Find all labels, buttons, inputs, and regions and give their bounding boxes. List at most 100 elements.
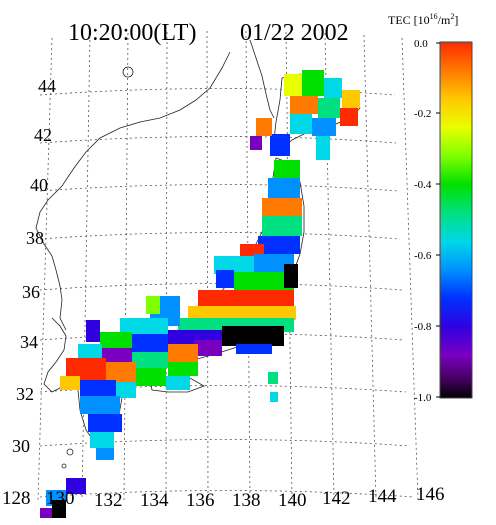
tec-cell bbox=[96, 448, 114, 460]
tec-cell bbox=[66, 358, 106, 380]
tec-cell bbox=[132, 352, 168, 368]
tec-cell bbox=[80, 380, 116, 396]
parallel-40 bbox=[39, 184, 399, 192]
colorbar: TEC [1016/m2] 0.0 -0.2 -0.4 -0.6 -0.8 -1… bbox=[388, 12, 473, 404]
colorbar-tick-3: -0.6 bbox=[414, 250, 432, 262]
tec-cell bbox=[258, 236, 300, 254]
meridian-144 bbox=[363, 34, 377, 501]
tec-cell bbox=[284, 74, 302, 96]
lon-label-130: 130 bbox=[46, 488, 75, 509]
tec-cell bbox=[60, 376, 80, 390]
tec-cell bbox=[116, 382, 136, 398]
lat-label-36: 36 bbox=[22, 282, 40, 302]
tec-cell bbox=[52, 500, 66, 518]
meridian-132 bbox=[123, 32, 129, 501]
meridian-136 bbox=[206, 30, 209, 501]
parallel-44 bbox=[39, 88, 396, 96]
title-time: 10:20:00(LT) bbox=[68, 20, 196, 46]
tec-cell bbox=[256, 118, 272, 136]
tec-cell bbox=[66, 478, 86, 494]
lon-label-134: 134 bbox=[140, 490, 169, 511]
colorbar-tick-1: -0.2 bbox=[414, 108, 431, 120]
meridian-138 bbox=[245, 30, 251, 501]
tec-cell bbox=[90, 432, 114, 448]
tec-cell bbox=[262, 216, 302, 236]
tec-cell bbox=[316, 136, 330, 160]
colorbar-tick-4: -0.8 bbox=[414, 321, 432, 333]
tec-cell bbox=[290, 114, 312, 134]
tec-cell bbox=[234, 272, 294, 292]
lon-label-142: 142 bbox=[322, 488, 351, 509]
tec-cell bbox=[166, 376, 190, 390]
tec-cell bbox=[324, 78, 342, 98]
lat-label-42: 42 bbox=[34, 125, 52, 145]
lon-label-144: 144 bbox=[368, 486, 397, 507]
tec-cell bbox=[198, 290, 294, 308]
tec-cell bbox=[302, 70, 324, 96]
tec-cell bbox=[88, 414, 122, 432]
tec-cell bbox=[268, 372, 278, 384]
tec-cell bbox=[340, 108, 358, 126]
lat-label-40: 40 bbox=[30, 175, 48, 195]
tec-cell bbox=[312, 118, 336, 136]
lat-label-44: 44 bbox=[38, 76, 56, 96]
tec-cell bbox=[236, 344, 272, 354]
tec-cell bbox=[132, 334, 168, 352]
tec-cell bbox=[268, 178, 300, 198]
lat-label-38: 38 bbox=[26, 228, 44, 248]
colorbar-ticks bbox=[436, 42, 440, 398]
tec-cell bbox=[100, 332, 132, 348]
colorbar-title: TEC [1016/m2] bbox=[388, 12, 458, 27]
parallel-30 bbox=[39, 439, 411, 447]
meridian-134 bbox=[165, 31, 168, 501]
lon-label-140: 140 bbox=[278, 490, 307, 511]
colorbar-tick-5: -1.0 bbox=[414, 392, 432, 404]
meridian-128 bbox=[37, 37, 53, 501]
lat-label-30: 30 bbox=[12, 436, 30, 456]
tec-cell bbox=[250, 136, 262, 150]
tec-cell bbox=[80, 396, 120, 414]
lon-label-138: 138 bbox=[232, 490, 261, 511]
tec-cell bbox=[168, 362, 198, 376]
tec-cell bbox=[102, 348, 132, 362]
tec-cell bbox=[318, 98, 340, 118]
tec-cell bbox=[136, 368, 166, 386]
longitude-labels: 128 130 132 134 136 138 140 142 144 146 bbox=[2, 484, 445, 511]
tec-cell bbox=[146, 296, 160, 314]
lon-label-136: 136 bbox=[186, 490, 215, 511]
tec-cell bbox=[290, 96, 318, 114]
lon-label-132: 132 bbox=[94, 490, 123, 511]
title-date: 01/22 2002 bbox=[240, 20, 349, 46]
tec-cell bbox=[216, 270, 234, 288]
tec-cell bbox=[214, 256, 254, 274]
tec-cell bbox=[78, 344, 102, 360]
tec-cell bbox=[262, 198, 302, 216]
tec-cell bbox=[40, 508, 52, 518]
tec-cell bbox=[342, 90, 360, 108]
latitude-labels: 44 42 40 38 36 34 32 30 bbox=[12, 76, 56, 456]
parallel-38 bbox=[39, 232, 401, 240]
tec-cell bbox=[120, 318, 168, 336]
colorbar-gradient bbox=[439, 41, 473, 399]
tec-cell bbox=[270, 392, 278, 402]
colorbar-tick-2: -0.4 bbox=[414, 179, 432, 191]
lon-label-146: 146 bbox=[416, 484, 445, 505]
lat-label-32: 32 bbox=[16, 384, 34, 404]
colorbar-tick-0: 0.0 bbox=[414, 38, 428, 50]
meridian-146 bbox=[401, 37, 419, 501]
tec-cell bbox=[106, 362, 136, 382]
tec-cell bbox=[168, 344, 198, 362]
parallel-42 bbox=[39, 136, 397, 144]
parallel-34 bbox=[39, 333, 405, 341]
tec-cell bbox=[270, 134, 290, 156]
tec-data-patches bbox=[40, 70, 360, 518]
parallel-28 bbox=[39, 490, 415, 498]
lon-label-128: 128 bbox=[2, 488, 31, 509]
tec-cell bbox=[194, 340, 222, 356]
tec-cell bbox=[222, 326, 284, 346]
tec-cell bbox=[86, 320, 100, 342]
tec-cell bbox=[188, 306, 296, 320]
graticule bbox=[37, 30, 419, 501]
